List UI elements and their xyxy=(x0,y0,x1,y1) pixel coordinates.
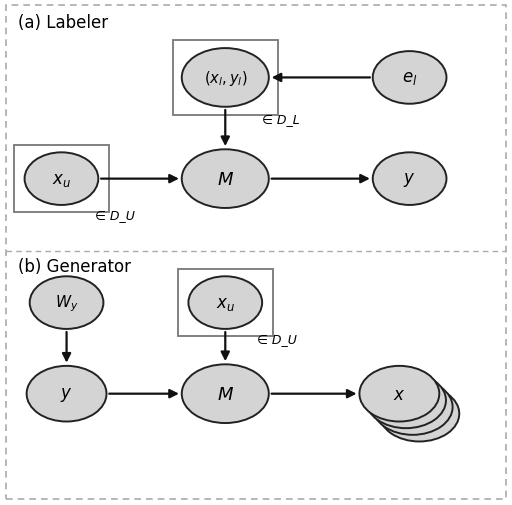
Bar xyxy=(178,270,272,336)
Ellipse shape xyxy=(373,52,446,105)
Ellipse shape xyxy=(27,366,106,422)
Text: $W_y$: $W_y$ xyxy=(55,293,78,313)
Text: $M$: $M$ xyxy=(217,385,234,403)
Text: ∈ D_U: ∈ D_U xyxy=(257,332,297,345)
Bar xyxy=(14,146,109,213)
Text: $y$: $y$ xyxy=(60,385,73,403)
Text: $x_u$: $x_u$ xyxy=(216,294,235,312)
Text: $M$: $M$ xyxy=(217,170,234,188)
Ellipse shape xyxy=(182,365,269,423)
Ellipse shape xyxy=(373,153,446,206)
Ellipse shape xyxy=(25,153,98,206)
Bar xyxy=(173,41,278,116)
Text: ∈ D_L: ∈ D_L xyxy=(262,113,300,126)
Ellipse shape xyxy=(366,373,446,428)
Text: $x_u$: $x_u$ xyxy=(52,170,71,188)
Ellipse shape xyxy=(182,49,269,108)
Text: (b) Generator: (b) Generator xyxy=(18,257,131,275)
Text: $x$: $x$ xyxy=(393,385,406,403)
Ellipse shape xyxy=(379,386,459,441)
Text: (a) Labeler: (a) Labeler xyxy=(18,14,108,32)
Text: $(x_l, y_l)$: $(x_l, y_l)$ xyxy=(204,69,247,88)
Text: ∈ D_U: ∈ D_U xyxy=(95,209,135,222)
Text: $e_l$: $e_l$ xyxy=(402,69,417,87)
Ellipse shape xyxy=(359,366,439,422)
Ellipse shape xyxy=(188,277,262,329)
Ellipse shape xyxy=(182,150,269,209)
Ellipse shape xyxy=(373,379,453,435)
Ellipse shape xyxy=(30,277,103,329)
Text: $y$: $y$ xyxy=(403,170,416,188)
